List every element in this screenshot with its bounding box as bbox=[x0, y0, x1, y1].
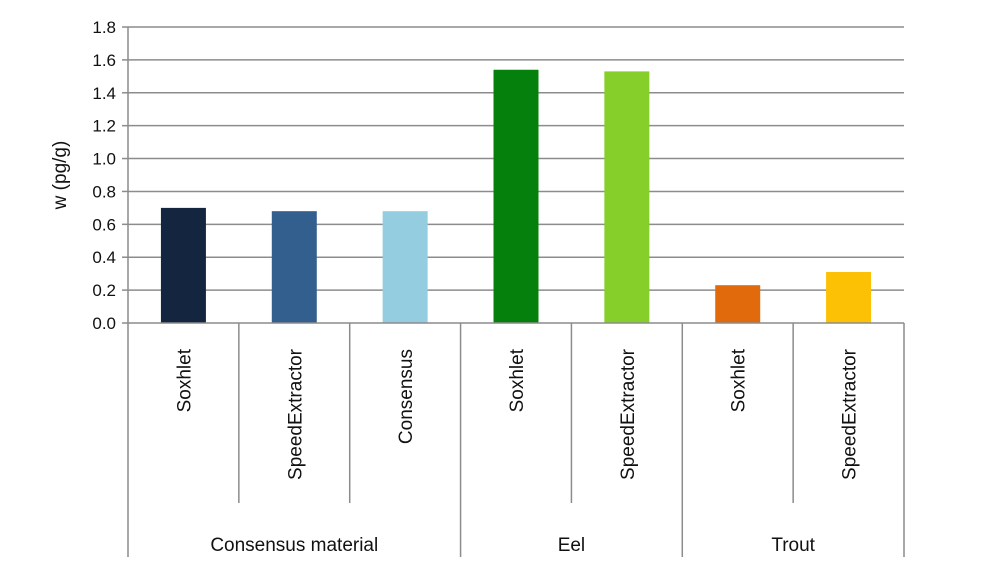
y-axis-title: w (pg/g) bbox=[50, 141, 71, 211]
y-tick-label: 1.4 bbox=[92, 84, 116, 103]
group-label: Consensus material bbox=[210, 535, 378, 556]
group-label: Trout bbox=[771, 535, 815, 556]
category-label: SpeedExtractor bbox=[285, 348, 306, 480]
y-tick-label: 0.0 bbox=[92, 314, 116, 333]
bars bbox=[160, 69, 872, 324]
y-tick-labels: 0.0 0.2 0.4 0.6 0.8 1.0 1.2 1.4 1.6 1.8 bbox=[92, 18, 116, 333]
bar bbox=[604, 71, 650, 324]
axes bbox=[127, 27, 905, 557]
y-tick-label: 1.0 bbox=[92, 150, 116, 169]
category-label: SpeedExtractor bbox=[840, 348, 861, 480]
bar bbox=[382, 211, 428, 323]
category-label: Soxhlet bbox=[729, 348, 750, 412]
bar bbox=[826, 272, 872, 323]
y-tick-label: 1.2 bbox=[92, 117, 116, 136]
bar bbox=[160, 207, 206, 323]
y-tick-label: 0.4 bbox=[92, 248, 116, 267]
bar bbox=[715, 285, 761, 323]
category-label: Consensus bbox=[396, 349, 417, 444]
y-tick-label: 1.6 bbox=[92, 51, 116, 70]
y-tick-label: 0.6 bbox=[92, 215, 116, 234]
y-tick-label: 0.8 bbox=[92, 182, 116, 201]
category-label: SpeedExtractor bbox=[618, 348, 639, 480]
group-label: Eel bbox=[558, 535, 585, 556]
group-labels: Consensus material Eel Trout bbox=[210, 535, 815, 556]
category-labels: Soxhlet SpeedExtractor Consensus Soxhlet Spe… bbox=[174, 348, 860, 480]
bar bbox=[493, 69, 539, 323]
y-tick-label: 1.8 bbox=[92, 18, 116, 37]
category-label: Soxhlet bbox=[174, 348, 195, 412]
category-label: Soxhlet bbox=[507, 348, 528, 412]
y-tick-label: 0.2 bbox=[92, 281, 116, 300]
bar bbox=[271, 211, 317, 323]
